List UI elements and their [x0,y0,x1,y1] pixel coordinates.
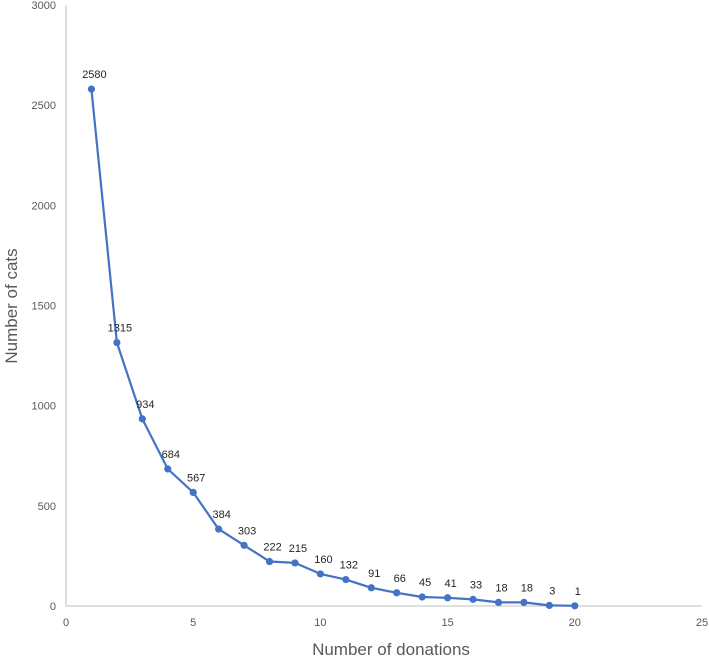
data-label: 18 [521,582,533,594]
data-label: 41 [444,578,456,590]
y-tick-label: 1500 [32,301,56,313]
data-point [138,415,146,423]
y-axis-title: Number of cats [2,248,21,363]
data-point [367,584,375,592]
x-tick-label: 15 [441,617,453,629]
data-point [240,541,248,549]
data-point [494,598,503,606]
data-label: 66 [394,573,406,585]
data-point [215,525,223,533]
data-point [113,338,121,347]
data-point [87,85,96,93]
data-point [291,559,299,567]
data-point [265,557,274,566]
x-tick-label: 5 [190,617,196,629]
data-label: 45 [419,577,431,589]
data-point [342,575,350,584]
x-axis: 0 5 10 15 20 25 [63,605,708,629]
x-tick-label: 0 [63,617,69,629]
y-tick-label: 500 [38,501,56,513]
data-point [393,589,401,597]
data-label: 160 [314,554,332,566]
data-point [418,593,426,601]
data-point [444,594,452,602]
data-label: 91 [368,568,380,580]
data-label: 33 [470,579,482,591]
data-label: 1 [575,586,581,598]
data-label: 132 [340,560,358,572]
data-labels: 2580 1315 934 684 567 384 303 222 215 160 132 91 66 4… [82,69,581,598]
data-label: 3 [549,585,555,597]
y-tick-label: 2000 [32,200,56,212]
data-label: 215 [289,543,307,555]
data-label: 18 [495,582,507,594]
data-point [189,488,197,497]
y-tick-label: 0 [50,601,56,613]
x-tick-label: 25 [696,617,708,629]
series-line [90,88,575,607]
data-label: 1315 [108,323,132,335]
y-tick-label: 3000 [32,0,56,12]
data-label: 684 [162,449,180,461]
data-point [520,598,528,606]
y-tick-label: 1000 [32,401,56,413]
data-label: 384 [212,509,230,521]
x-tick-label: 20 [569,617,581,629]
data-point [164,465,172,473]
data-label: 303 [238,525,256,537]
data-label: 567 [187,472,205,484]
x-axis-title: Number of donations [312,640,470,657]
data-point [545,601,553,609]
series-layer [87,85,579,610]
data-point [316,570,324,578]
data-label: 222 [263,542,281,554]
data-label: 2580 [82,69,106,81]
data-label: 934 [136,399,154,411]
y-axis: 0 500 1000 1500 2000 2500 3000 [32,0,67,613]
data-point [571,602,579,610]
y-tick-label: 2500 [32,100,56,112]
x-tick-label: 10 [314,617,326,629]
data-point [469,595,477,603]
